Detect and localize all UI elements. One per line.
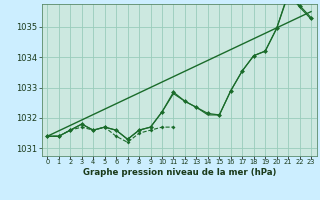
X-axis label: Graphe pression niveau de la mer (hPa): Graphe pression niveau de la mer (hPa) <box>83 168 276 177</box>
